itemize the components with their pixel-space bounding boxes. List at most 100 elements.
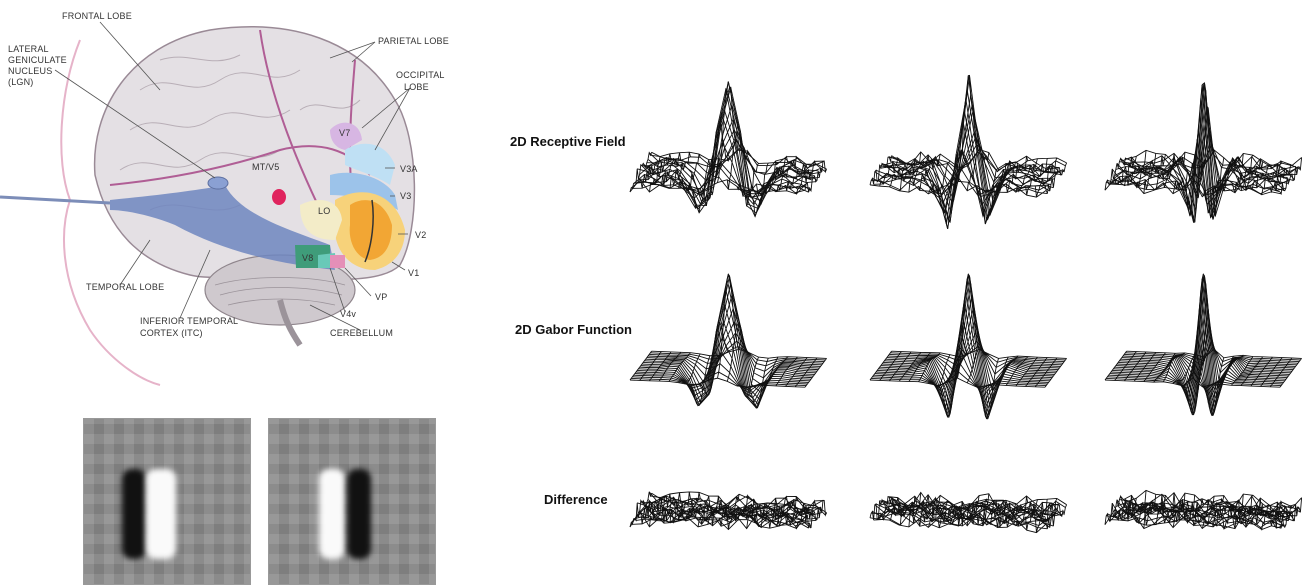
mesh-line-col <box>947 149 970 189</box>
mesh-line-col <box>794 160 817 195</box>
mesh-line-col <box>1005 495 1029 528</box>
mesh-line-col <box>746 357 769 409</box>
mesh-line-col <box>678 492 701 522</box>
mesh-line-col <box>1231 154 1254 193</box>
mesh-line-col <box>1034 157 1058 198</box>
mesh-line-col <box>659 152 682 186</box>
dark-band <box>122 469 146 559</box>
dark-band <box>347 469 371 559</box>
mesh-line-col <box>707 322 730 381</box>
mesh-line-col <box>1192 496 1215 527</box>
label-occipital-2: LOBE <box>404 82 429 92</box>
label-lgn-3: NUCLEUS <box>8 66 52 76</box>
mesh-line-col <box>1044 358 1067 388</box>
mesh-line-col <box>1211 163 1234 195</box>
mesh-line-col <box>918 352 941 382</box>
mesh-line-col <box>1133 153 1157 189</box>
mesh-line-col <box>1240 356 1264 386</box>
mesh-line-col <box>785 163 808 191</box>
mesh-line-col <box>1133 352 1157 382</box>
mesh-line-col <box>746 502 769 529</box>
mesh-line-col <box>908 352 931 382</box>
mesh-line-col <box>869 496 893 521</box>
mesh-line-row <box>638 289 814 407</box>
mesh-line-col <box>736 356 759 398</box>
mesh-line-col <box>648 493 672 527</box>
mesh-line-col <box>1221 153 1244 191</box>
label-lgn-2: GENICULATE <box>8 55 67 65</box>
mesh-line-col <box>869 155 893 185</box>
mesh-line-col <box>678 353 701 384</box>
mesh-line-col <box>746 162 769 217</box>
mesh-line-col <box>1124 351 1147 382</box>
label-lgn-4: (LGN) <box>8 77 34 87</box>
mesh-line-col <box>918 153 941 191</box>
area-mt <box>272 189 286 205</box>
mesh-line-col <box>765 356 789 386</box>
mesh-line-col <box>908 154 931 193</box>
mesh-line-col <box>889 351 912 382</box>
mesh-line-col <box>1240 497 1264 528</box>
lgn-shape <box>207 176 229 190</box>
area-v3a <box>345 143 395 185</box>
mesh-line-col <box>957 495 980 527</box>
label-occipital-1: OCCIPITAL <box>396 70 445 80</box>
mesh-line-col <box>1025 158 1048 196</box>
label-lo: LO <box>318 206 330 216</box>
mesh-line-col <box>639 155 662 189</box>
label-v7: V7 <box>339 128 350 138</box>
mesh-line-col <box>889 502 912 521</box>
brain-diagram: FRONTAL LOBE LATERAL GENICULATE NUCLEUS … <box>0 0 470 400</box>
brain-illustration: FRONTAL LOBE LATERAL GENICULATE NUCLEUS … <box>0 11 449 386</box>
mesh-line-col <box>1279 358 1302 388</box>
mesh-line-col <box>1124 490 1147 521</box>
mesh-line-col <box>688 355 711 407</box>
mesh-line-col <box>1231 494 1254 529</box>
mesh-plot-difference-2 <box>869 491 1068 534</box>
mesh-line-col <box>1250 164 1273 191</box>
mesh-line-col <box>937 167 961 229</box>
mesh-plot-receptive-field-3 <box>1104 82 1303 223</box>
mesh-line-col <box>1182 164 1205 223</box>
mesh-line-col <box>707 122 730 189</box>
mesh-line-col <box>1143 494 1166 529</box>
mesh-line-col <box>804 358 827 388</box>
mesh-line-col <box>995 502 1019 528</box>
mesh-line-col <box>1162 152 1186 188</box>
mesh-line-col <box>1182 356 1205 416</box>
label-v3a: V3A <box>400 164 418 174</box>
mesh-line-col <box>1104 350 1127 381</box>
mesh-line-col <box>1114 156 1137 185</box>
mesh-line-col <box>687 495 711 519</box>
mesh-line-col <box>1221 355 1244 385</box>
mesh-line-col <box>986 162 1009 198</box>
mesh-line-col <box>1104 157 1127 191</box>
mesh-line-row <box>641 275 818 406</box>
head-outline <box>60 39 161 386</box>
mesh-line-col <box>1260 159 1283 196</box>
mesh-line-col <box>976 358 999 420</box>
mesh-line-col <box>697 496 721 527</box>
mesh-line-row <box>880 274 1056 419</box>
mesh-line-col <box>765 495 789 529</box>
optic-radiation <box>110 185 335 270</box>
label-mt-v5: MT/V5 <box>252 162 280 172</box>
mesh-line-col <box>726 322 750 382</box>
mesh-line-col <box>1025 499 1048 531</box>
mesh-line-col <box>668 352 691 382</box>
mesh-line-col <box>678 153 701 193</box>
mesh-line-col <box>1044 503 1068 529</box>
label-v3: V3 <box>400 191 411 201</box>
mesh-line-col <box>668 152 691 189</box>
mesh-line-col <box>697 158 721 206</box>
mesh-line-col <box>1025 357 1048 387</box>
area-lo <box>300 200 342 240</box>
mesh-line-col <box>1124 150 1147 186</box>
mesh-line-col <box>1143 154 1166 194</box>
mesh-line-col <box>1015 356 1038 387</box>
mesh-line-col <box>957 273 980 379</box>
mesh-line-col <box>966 493 990 526</box>
mesh-line-col <box>1172 354 1196 384</box>
mesh-line-col <box>1211 500 1234 527</box>
mesh-line-col <box>629 151 653 193</box>
